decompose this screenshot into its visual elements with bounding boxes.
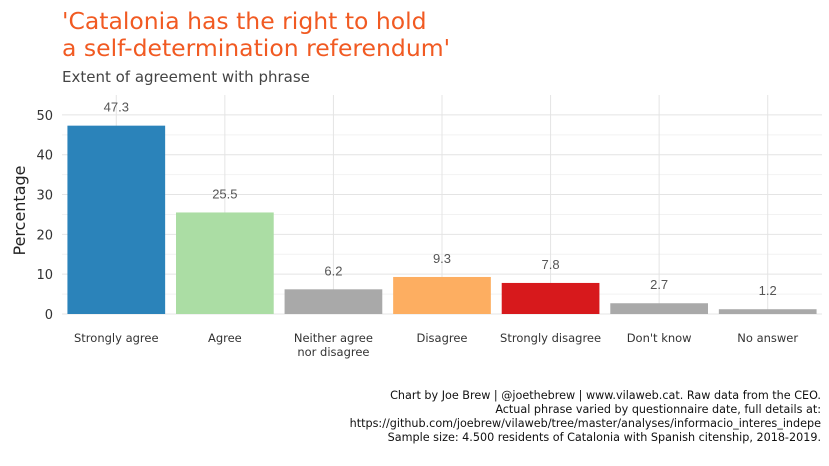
bar [393, 276, 491, 314]
chart-title: 'Catalonia has the right to hold a self-… [62, 7, 451, 62]
y-tick-label: 10 [36, 268, 53, 283]
caption-line: Sample size: 4.500 residents of Cataloni… [387, 431, 821, 444]
x-tick-label: Disagree [416, 331, 467, 345]
y-tick-label: 30 [36, 189, 53, 204]
y-axis-title: Percentage [10, 165, 29, 255]
x-tick-label: No answer [737, 331, 798, 345]
y-tick-label: 40 [36, 149, 53, 164]
data-label: 25.5 [212, 186, 237, 201]
x-tick-label: Strongly agree [74, 331, 159, 345]
chart-subtitle: Extent of agreement with phrase [62, 68, 310, 86]
x-tick-label: Agree [208, 331, 242, 345]
y-tick-label: 0 [45, 308, 53, 323]
data-label: 6.2 [324, 263, 342, 278]
data-label: 2.7 [650, 277, 668, 292]
chart-caption: Chart by Joe Brew | @joethebrew | www.vi… [121, 389, 821, 445]
caption-line: Actual phrase varied by questionnaire da… [495, 403, 821, 416]
data-label: 1.2 [759, 283, 777, 298]
x-tick-label: Strongly disagree [500, 331, 601, 345]
caption-line: https://github.com/joebrew/vilaweb/tree/… [349, 417, 821, 430]
data-label: 7.8 [542, 257, 560, 272]
caption-line: Chart by Joe Brew | @joethebrew | www.vi… [390, 389, 821, 402]
bar [67, 125, 166, 314]
data-label: 47.3 [104, 100, 129, 115]
bar [284, 289, 383, 314]
x-tick-label: Neither agree nor disagree [294, 331, 373, 359]
x-tick-label: Don't know [627, 331, 692, 345]
bar [610, 303, 708, 314]
y-tick-label: 20 [36, 228, 53, 243]
y-tick-label: 50 [36, 109, 53, 124]
bar [718, 309, 817, 314]
data-label: 9.3 [433, 251, 451, 266]
bar [176, 212, 274, 314]
bar [501, 282, 600, 314]
